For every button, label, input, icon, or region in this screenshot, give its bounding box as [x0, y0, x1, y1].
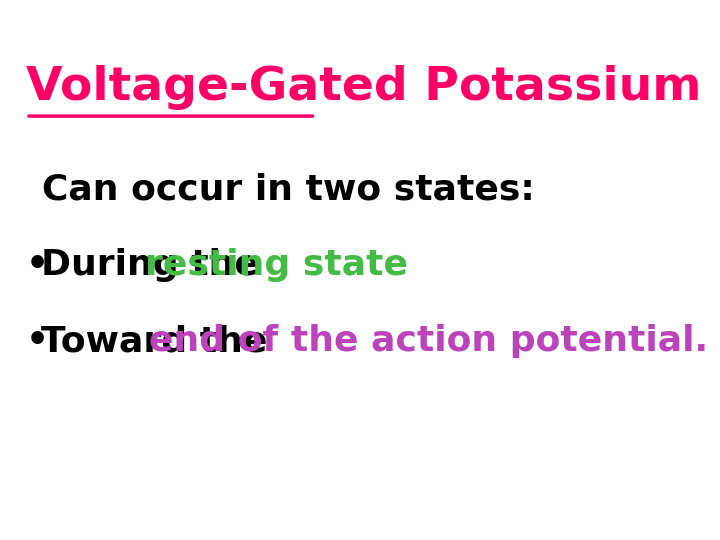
Text: •: •	[26, 248, 49, 282]
Text: Voltage-Gated Potassium Channel: Voltage-Gated Potassium Channel	[26, 65, 720, 110]
Text: Can occur in two states:: Can occur in two states:	[42, 173, 535, 207]
Text: During the: During the	[40, 248, 271, 282]
Text: Toward the: Toward the	[40, 324, 279, 358]
Text: resting state: resting state	[145, 248, 408, 282]
Text: end of the action potential.: end of the action potential.	[148, 324, 708, 358]
Text: •: •	[26, 324, 49, 358]
